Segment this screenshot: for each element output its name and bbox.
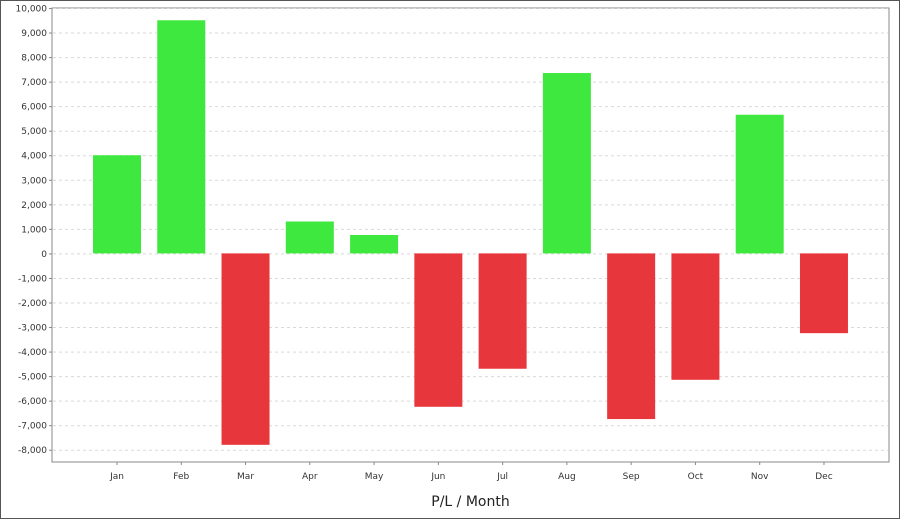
y-axis-ticks: 10,000 9,000 8,000 7,000 6,000 5,000 4,000 3,00… (16, 5, 52, 456)
y-tick-label: -8,000 (18, 446, 47, 456)
y-tick-label: 5,000 (21, 127, 47, 137)
x-tick-label: Mar (237, 472, 254, 482)
y-tick-label: -2,000 (18, 299, 47, 309)
x-tick-label: Nov (751, 472, 769, 482)
x-tick-label: Apr (302, 472, 318, 482)
y-tick-label: -7,000 (18, 422, 47, 432)
y-tick-label: 0 (41, 250, 47, 260)
y-tick-label: 4,000 (21, 152, 47, 162)
y-tick-label: -3,000 (18, 324, 47, 334)
y-tick-label: 6,000 (21, 103, 47, 113)
y-tick-label: 8,000 (21, 54, 47, 64)
x-tick-label: Jun (430, 472, 445, 482)
y-tick-label: 10,000 (16, 5, 48, 15)
x-axis-title: P/L / Month (431, 494, 509, 510)
bars (93, 20, 848, 445)
y-tick-label: -1,000 (18, 274, 47, 284)
y-tick-label: 3,000 (21, 176, 47, 186)
x-tick-label: Feb (173, 472, 189, 482)
y-tick-label: 1,000 (21, 225, 47, 235)
y-tick-label: 9,000 (21, 29, 47, 39)
bar-nov (735, 114, 784, 254)
y-tick-label: -4,000 (18, 348, 47, 358)
bar-may (350, 235, 399, 254)
bar-aug (542, 73, 591, 254)
x-tick-label: Jan (109, 472, 124, 482)
y-tick-label: -6,000 (18, 397, 47, 407)
x-tick-label: Jul (496, 472, 508, 482)
plot-area (51, 7, 890, 463)
bar-sep (607, 253, 656, 420)
bar-oct (671, 253, 720, 380)
bar-jun (414, 253, 463, 407)
x-tick-label: May (365, 472, 384, 482)
x-tick-label: Aug (558, 472, 576, 482)
y-tick-label: -5,000 (18, 373, 47, 383)
y-tick-label: 7,000 (21, 78, 47, 88)
bar-apr (285, 221, 334, 254)
x-tick-label: Dec (815, 472, 832, 482)
bar-mar (221, 253, 270, 445)
x-tick-label: Oct (688, 472, 704, 482)
bar-feb (157, 20, 206, 254)
y-tick-label: 2,000 (21, 201, 47, 211)
bar-jul (478, 253, 527, 369)
bar-jan (93, 155, 141, 254)
bar-dec (799, 253, 848, 334)
x-tick-label: Sep (623, 472, 640, 482)
x-axis-ticks: Jan Feb Mar Apr May Jun Jul Aug Sep Oct Nov Dec (109, 462, 833, 482)
